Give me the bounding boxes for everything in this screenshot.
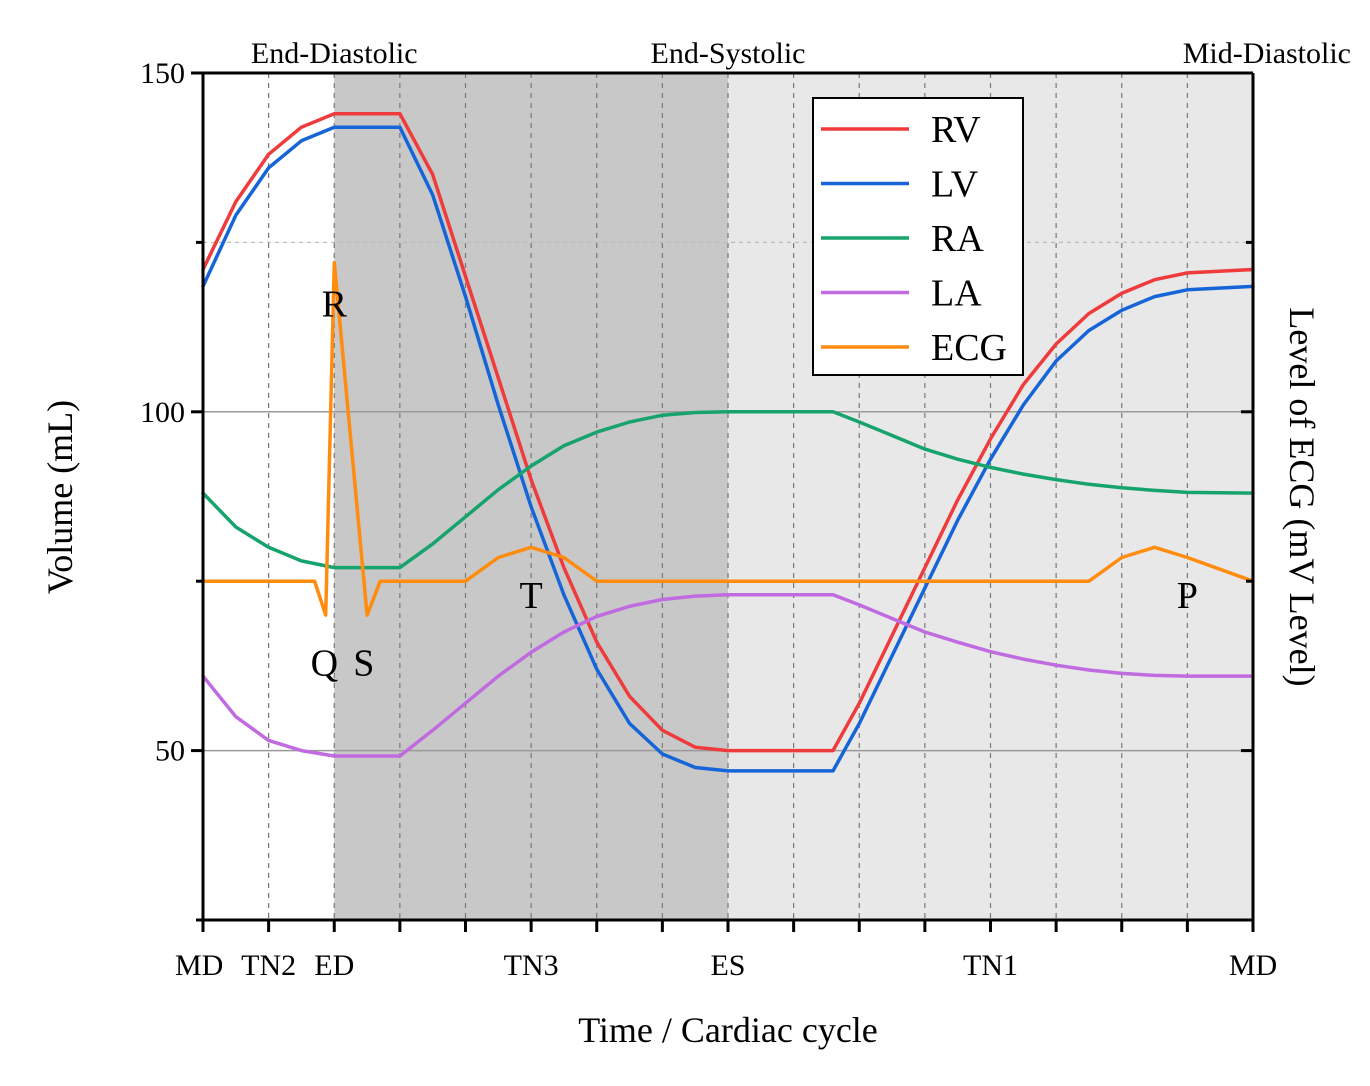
x-tick-label-6: MD	[1229, 949, 1277, 982]
wave-label-t: T	[520, 575, 543, 617]
ticks	[191, 71, 1255, 932]
x-tick-label-5: TN1	[963, 949, 1018, 982]
series-line-lv	[201, 125, 1255, 773]
x-tick-label-3: TN3	[504, 949, 559, 982]
series-line-ecg	[201, 260, 1255, 617]
y-tick-label-100: 100	[140, 396, 185, 429]
x-axis-title: Time / Cardiac cycle	[578, 1010, 878, 1050]
x-tick-label-1: TN2	[241, 949, 296, 982]
legend-label-rv: RV	[931, 109, 981, 151]
legend: RV LV RA LA ECG	[812, 97, 1024, 376]
y2-axis-title: Level of ECG (mV Level)	[1282, 307, 1322, 686]
wave-label-r: R	[322, 283, 348, 325]
wave-label-s: S	[353, 643, 374, 685]
wave-label-q: Q	[311, 643, 338, 685]
tick-labels: 50 100 150 MD TN2 ED TN3 ES TN1 MD End-Diastolic En…	[140, 37, 1351, 982]
y-axis-title: Volume (mL)	[40, 400, 80, 594]
ecg-wave-labels: R Q S T P	[311, 283, 1198, 684]
legend-label-lv: LV	[931, 164, 979, 206]
phase-label-2: Mid-Diastolic	[1183, 37, 1351, 70]
series-line-rv	[201, 111, 1255, 753]
series-line-ra	[201, 410, 1255, 570]
y-tick-label-50: 50	[155, 735, 185, 768]
legend-label-ecg: ECG	[931, 327, 1007, 369]
x-tick-label-4: ES	[710, 949, 745, 982]
data-series	[201, 111, 1255, 773]
series-line-la	[201, 593, 1255, 758]
x-tick-label-2: ED	[314, 949, 354, 982]
x-tick-label-0: MD	[175, 949, 223, 982]
legend-label-la: LA	[931, 273, 982, 315]
y-tick-label-150: 150	[140, 57, 185, 90]
legend-label-ra: RA	[931, 218, 984, 260]
wave-label-p: P	[1177, 575, 1198, 617]
phase-label-1: End-Systolic	[651, 37, 806, 70]
phase-label-0: End-Diastolic	[251, 37, 418, 70]
